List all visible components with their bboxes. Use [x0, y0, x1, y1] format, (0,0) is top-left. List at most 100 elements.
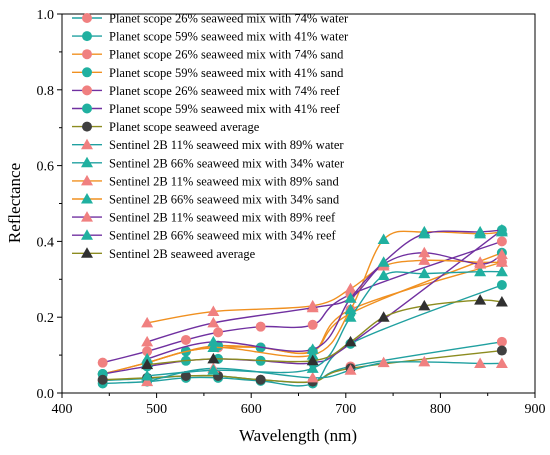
- legend-label: Sentinel 2B 66% seaweed mix with 34% san…: [109, 193, 340, 207]
- series-10-point-6: [418, 254, 431, 265]
- series-12: [141, 246, 508, 347]
- series-14-point-5: [377, 311, 390, 322]
- series-9-line: [147, 270, 502, 377]
- series-9-point-5: [377, 269, 390, 281]
- series-14-point-4: [344, 335, 357, 347]
- series-8-point-4: [344, 364, 357, 375]
- series-8-point-3: [306, 371, 319, 383]
- series-11-point-4: [344, 303, 357, 315]
- legend-item-9: Sentinel 2B 66% seaweed mix with 34% wat…: [72, 156, 345, 170]
- series-5-point-8: [496, 236, 507, 247]
- legend-item-3: Planet scope 26% seaweed mix with 74% sa…: [72, 48, 344, 62]
- series-5-point-3: [180, 334, 191, 345]
- x-axis-title: Wavelength (nm): [239, 426, 357, 445]
- series-10-point-4: [344, 282, 357, 294]
- series-12-point-2: [207, 316, 220, 328]
- series-5-point-1: [97, 357, 108, 368]
- legend-swatch-marker: [81, 138, 93, 150]
- series-7-point-3: [180, 370, 191, 381]
- legend-label: Sentinel 2B 66% seaweed mix with 34% ree…: [109, 229, 337, 243]
- series-9-point-8: [495, 265, 508, 277]
- legend-swatch-marker: [81, 193, 93, 204]
- series-12-point-7: [474, 258, 487, 269]
- legend-swatch-marker: [81, 247, 93, 258]
- series-10-point-2: [207, 305, 220, 317]
- legend-item-8: Sentinel 2B 11% seaweed mix with 89% wat…: [72, 138, 344, 152]
- series-11-point-5: [377, 233, 390, 245]
- legend-label: Planet scope 26% seaweed mix with 74% sa…: [109, 48, 344, 62]
- series-7-point-8: [496, 345, 507, 356]
- legend-label: Planet scope 59% seaweed mix with 41% re…: [109, 102, 341, 116]
- series-2-point-8: [496, 279, 507, 290]
- legend-label: Sentinel 2B 11% seaweed mix with 89% wat…: [109, 138, 344, 152]
- series-14-point-6: [418, 299, 431, 311]
- legend-label: Planet scope 59% seaweed mix with 41% wa…: [109, 30, 349, 44]
- series-9-point-7: [474, 265, 487, 277]
- series-14-point-8: [495, 296, 508, 307]
- legend-swatch-marker: [81, 211, 93, 222]
- series-12-point-3: [306, 301, 319, 313]
- series-13-point-4: [344, 292, 357, 303]
- series-13: [141, 224, 508, 364]
- legend-item-11: Sentinel 2B 66% seaweed mix with 34% san…: [72, 193, 340, 207]
- series-11-point-2: [207, 341, 220, 353]
- legend-item-6: Planet scope 59% seaweed mix with 41% re…: [72, 102, 341, 116]
- series-5-line: [102, 240, 503, 364]
- series-14-line: [147, 299, 502, 366]
- series-13-line: [146, 229, 502, 360]
- y-tick-label: 0.4: [37, 235, 55, 250]
- legend-item-1: Planet scope 26% seaweed mix with 74% wa…: [72, 12, 349, 26]
- legend-swatch-marker: [82, 67, 92, 78]
- legend-swatch-marker: [81, 156, 93, 168]
- series-12-point-6: [418, 246, 431, 258]
- legend-label: Sentinel 2B seaweed average: [109, 247, 256, 261]
- y-tick-label: 0.0: [37, 387, 55, 402]
- series-2-line: [102, 284, 503, 387]
- x-tick-label: 400: [52, 402, 73, 417]
- series-7-point-1: [97, 374, 108, 385]
- y-tick-label: 0.8: [37, 84, 55, 99]
- y-axis-title: Reflectance: [5, 163, 24, 243]
- series-9-point-1: [141, 369, 154, 381]
- y-tick-label: 0.6: [37, 160, 55, 175]
- series-13-point-5: [377, 256, 390, 267]
- series-14-point-7: [474, 294, 487, 305]
- series-12-point-8: [495, 248, 508, 260]
- legend-swatch-marker: [81, 229, 93, 240]
- series-14-point-3: [306, 354, 319, 366]
- axes: 400 500 600 700 800 900 0.0 0.2 0.4 0.6 0.8 1.0: [37, 8, 546, 417]
- series-13-point-1: [141, 352, 154, 364]
- legend-item-7: Planet scope seaweed average: [72, 120, 260, 134]
- x-tick-label: 700: [335, 402, 356, 417]
- series-9-point-3: [306, 362, 319, 373]
- series-9-point-6: [418, 267, 431, 279]
- series-9-point-4: [344, 311, 357, 322]
- legend-swatch-marker: [82, 31, 92, 42]
- series-5-point-2: [142, 346, 153, 357]
- legend-label: Sentinel 2B 11% seaweed mix with 89% ree…: [109, 211, 336, 225]
- x-tick-label: 500: [146, 402, 167, 417]
- series-10: [141, 254, 508, 328]
- legend-swatch-marker: [82, 121, 92, 132]
- series-9-point-2: [207, 364, 220, 375]
- plot-area: [97, 224, 508, 389]
- series-8-point-8: [495, 357, 508, 368]
- series-13-point-3: [306, 343, 319, 354]
- series-5: [97, 236, 507, 368]
- y-tick-label: 0.2: [37, 311, 55, 326]
- x-tick-label: 800: [430, 402, 451, 417]
- series-11-line: [146, 230, 502, 364]
- series-13-point-2: [207, 335, 220, 347]
- legend-swatch-marker: [81, 174, 93, 186]
- legend-label: Sentinel 2B 66% seaweed mix with 34% wat…: [109, 156, 345, 170]
- series-7-point-5: [255, 374, 266, 385]
- series-9: [141, 265, 508, 381]
- x-tick-label: 900: [525, 402, 546, 417]
- series-13-point-7: [474, 225, 487, 237]
- series-13-point-6: [418, 227, 431, 239]
- legend-item-13: Sentinel 2B 66% seaweed mix with 34% ree…: [72, 229, 337, 243]
- legend-label: Planet scope 26% seaweed mix with 74% re…: [109, 84, 341, 98]
- legend-item-12: Sentinel 2B 11% seaweed mix with 89% ree…: [72, 211, 336, 225]
- legend-item-5: Planet scope 26% seaweed mix with 74% re…: [72, 84, 341, 98]
